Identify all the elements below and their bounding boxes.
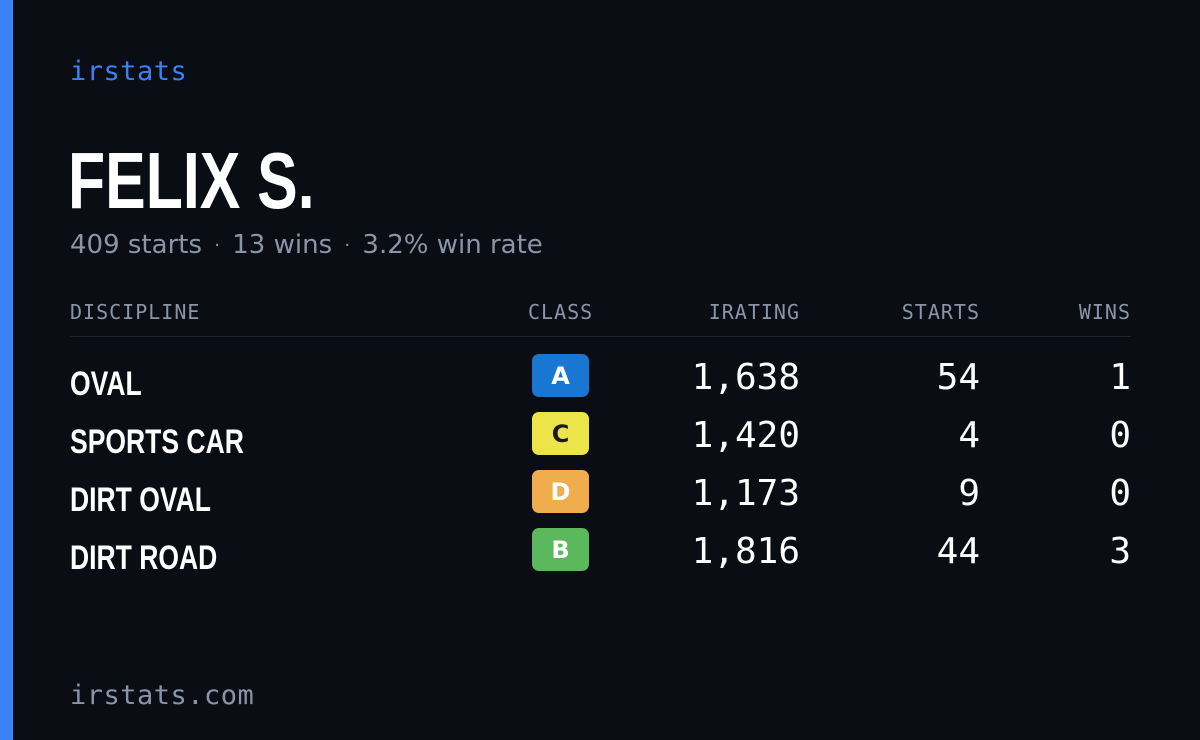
irating-cell: 1,638 xyxy=(691,357,800,398)
accent-bar xyxy=(0,0,13,740)
brand-logo-text: irstats xyxy=(70,56,188,87)
header-class: CLASS xyxy=(528,300,594,324)
header-irating: IRATING xyxy=(708,300,800,324)
discipline-cell: OVAL xyxy=(70,365,142,403)
header-starts: STARTS xyxy=(901,300,980,324)
stats-table: DISCIPLINE CLASS IRATING STARTS WINS OVA… xyxy=(70,296,1131,586)
separator-dot: · xyxy=(344,235,351,256)
separator-dot: · xyxy=(214,235,220,256)
discipline-cell: SPORTS CAR xyxy=(70,423,244,461)
starts-cell: 9 xyxy=(958,473,980,514)
wins-cell: 0 xyxy=(1109,473,1131,514)
irating-cell: 1,420 xyxy=(691,415,800,456)
driver-name: FELIX S. xyxy=(68,136,315,225)
table-row: OVAL A 1,638 54 1 xyxy=(70,354,1131,412)
class-badge: B xyxy=(532,528,589,571)
header-wins: WINS xyxy=(1078,300,1131,324)
discipline-cell: DIRT OVAL xyxy=(70,481,211,519)
starts-summary: 409 starts xyxy=(70,230,202,260)
discipline-cell: DIRT ROAD xyxy=(70,539,218,577)
table-body: OVAL A 1,638 54 1 SPORTS CAR C 1,420 4 0… xyxy=(70,337,1131,586)
footer-url[interactable]: irstats.com xyxy=(70,680,255,711)
table-header: DISCIPLINE CLASS IRATING STARTS WINS xyxy=(70,296,1131,337)
irating-cell: 1,816 xyxy=(691,531,800,572)
class-badge: A xyxy=(532,354,589,397)
wins-cell: 1 xyxy=(1109,357,1131,398)
table-row: DIRT ROAD B 1,816 44 3 xyxy=(70,528,1131,586)
table-row: SPORTS CAR C 1,420 4 0 xyxy=(70,412,1131,470)
driver-summary: 409 starts · 13 wins · 3.2% win rate xyxy=(70,228,543,263)
wins-cell: 3 xyxy=(1109,531,1131,572)
starts-cell: 54 xyxy=(936,357,980,398)
wins-cell: 0 xyxy=(1109,415,1131,456)
starts-cell: 4 xyxy=(958,415,980,456)
table-row: DIRT OVAL D 1,173 9 0 xyxy=(70,470,1131,528)
irating-cell: 1,173 xyxy=(691,473,800,514)
win-rate-summary: 3.2% win rate xyxy=(362,230,543,260)
starts-cell: 44 xyxy=(936,531,980,572)
class-badge: D xyxy=(532,470,589,513)
header-discipline: DISCIPLINE xyxy=(70,300,201,324)
wins-summary: 13 wins xyxy=(232,230,333,260)
class-badge: C xyxy=(532,412,589,455)
